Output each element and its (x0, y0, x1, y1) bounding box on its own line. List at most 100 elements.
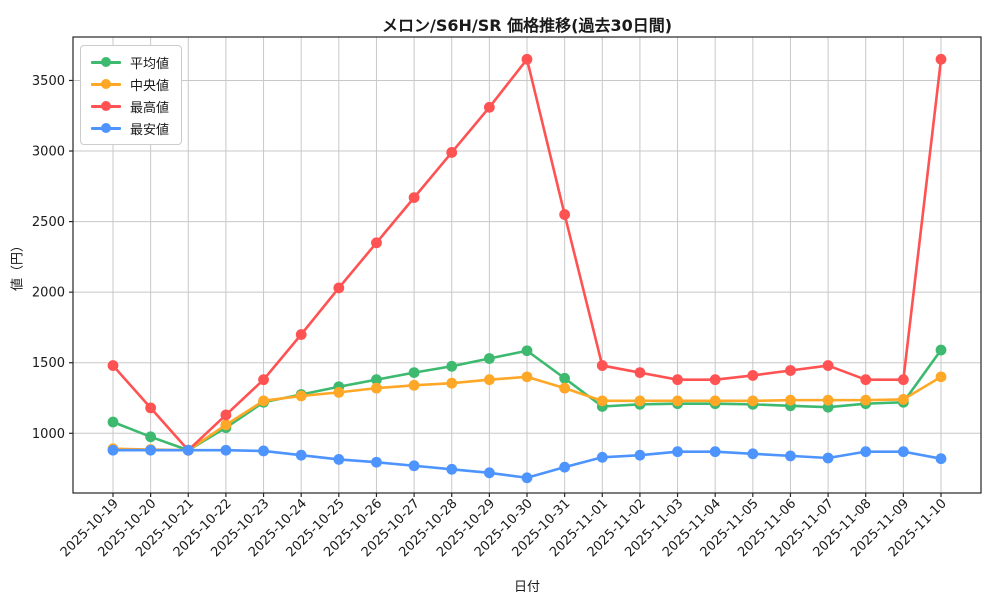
series-max-marker (521, 53, 533, 65)
series-min-marker (145, 444, 157, 456)
series-max-marker (822, 360, 834, 371)
series-min-marker (483, 467, 495, 479)
y-tick-label: 2500 (32, 215, 65, 230)
series-max-marker (371, 237, 382, 249)
series-min-marker (634, 449, 646, 461)
legend-dot-swatch (101, 123, 111, 133)
legend-max-marker-icon (91, 100, 121, 112)
series-average-marker (371, 374, 382, 386)
series-median-marker (897, 394, 909, 405)
legend-dot-swatch (101, 79, 111, 89)
series-min-marker (747, 448, 759, 460)
series-median-marker (747, 395, 759, 407)
series-min-marker (182, 444, 194, 456)
series-min-marker (672, 446, 683, 458)
series-median-marker (408, 379, 420, 391)
series-max-marker (145, 402, 157, 414)
series-max-marker (935, 53, 947, 65)
series-median-marker (596, 395, 608, 407)
y-tick-label: 2000 (32, 286, 65, 301)
series-median-marker (333, 386, 345, 398)
legend-label: 中央値 (130, 78, 170, 94)
series-median-marker (371, 382, 382, 394)
series-average-marker (145, 431, 157, 443)
x-axis-label: 日付 (513, 580, 541, 595)
series-min-marker (935, 453, 947, 465)
series-min-marker (596, 451, 608, 463)
series-max-marker (220, 409, 232, 421)
series-min-marker (897, 446, 909, 458)
series-max-marker (709, 374, 721, 386)
series-min-marker (709, 446, 721, 458)
series-max-marker (446, 147, 458, 158)
legend-item-max: 最高値 (91, 97, 170, 116)
series-max-marker (634, 367, 646, 379)
series-max-marker (258, 374, 269, 386)
series-min-marker (220, 444, 232, 456)
legend-dot-swatch (101, 57, 111, 67)
series-average-marker (935, 344, 947, 356)
series-min-marker (521, 472, 533, 484)
series-max-marker (596, 360, 608, 371)
series-min-marker (446, 463, 458, 475)
series-median-marker (785, 394, 796, 406)
legend-label: 最高値 (130, 100, 170, 116)
series-median-marker (521, 371, 533, 383)
series-min-marker (295, 449, 307, 461)
series-max-marker (860, 374, 872, 386)
series-max-marker (295, 329, 307, 340)
y-tick-label: 1500 (32, 356, 65, 371)
chart-title: メロン/S6H/SR 価格推移(過去30日間) (381, 16, 673, 35)
series-max-marker (107, 360, 119, 371)
series-max-marker (897, 374, 909, 386)
legend-item-average: 平均値 (91, 53, 170, 72)
legend-label: 平均値 (130, 56, 170, 72)
legend-min-marker-icon (91, 122, 121, 134)
series-median-marker (295, 390, 307, 402)
series-max-marker (747, 370, 759, 381)
series-median-marker (672, 395, 683, 407)
legend-dot-swatch (101, 101, 111, 111)
series-min-marker (860, 446, 872, 458)
series-min-marker (408, 460, 420, 472)
series-max-marker (559, 209, 571, 220)
series-min-marker (371, 456, 382, 468)
y-tick-label: 1000 (32, 427, 65, 442)
series-median-marker (446, 377, 458, 389)
series-median-marker (483, 374, 495, 386)
series-min-marker (107, 444, 119, 456)
series-average-marker (446, 360, 458, 372)
y-tick-label: 3500 (32, 74, 65, 89)
legend-label: 最安値 (130, 122, 170, 138)
series-max-marker (408, 192, 420, 204)
series-median-marker (822, 394, 834, 406)
series-average-marker (408, 367, 420, 379)
series-median-marker (709, 395, 721, 407)
legend-average-marker-icon (91, 56, 121, 68)
y-tick-label: 3000 (32, 145, 65, 160)
legend: 平均値中央値最高値最安値 (80, 45, 183, 145)
series-average-marker (483, 353, 495, 364)
series-median-marker (220, 419, 232, 431)
series-min-marker (258, 445, 269, 457)
series-max-marker (483, 101, 495, 113)
series-max-marker (785, 365, 796, 376)
legend-median-marker-icon (91, 78, 121, 90)
series-average-marker (559, 372, 571, 384)
series-median-marker (935, 371, 947, 383)
series-min-marker (822, 452, 834, 464)
series-min-marker (559, 461, 571, 473)
series-median-marker (258, 395, 269, 407)
legend-item-min: 最安値 (91, 119, 170, 138)
series-average-marker (521, 345, 533, 357)
series-average-marker (107, 416, 119, 428)
legend-item-median: 中央値 (91, 75, 170, 94)
series-median-marker (860, 394, 872, 406)
series-median-marker (634, 395, 646, 407)
series-min-marker (785, 450, 796, 462)
series-median-marker (559, 382, 571, 394)
series-max-marker (672, 374, 683, 386)
series-min-marker (333, 454, 345, 465)
